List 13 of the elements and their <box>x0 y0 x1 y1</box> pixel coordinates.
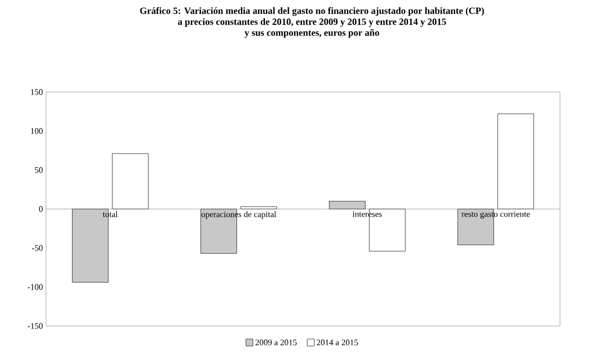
legend-label: 2014 a 2015 <box>316 340 358 346</box>
chart-title: Gráfico 5: Variación media anual del gasto no financiero ajustado por habitante (CP) a precios constantes de 2010, entre 2009 y 2015 y entre 2014 y 2015 y sus componentes, euros por año <box>140 7 484 38</box>
y-tick-label: -150 <box>28 323 43 329</box>
legend-label: 2009 a 2015 <box>256 340 297 346</box>
y-tick-label: -100 <box>28 284 43 290</box>
y-tick-label: 0 <box>39 206 43 212</box>
y-tick-label: -50 <box>32 245 43 251</box>
y-tick-label: 100 <box>31 128 43 134</box>
y-tick-label: 50 <box>34 167 43 173</box>
bar <box>329 201 366 210</box>
bar <box>498 114 534 210</box>
y-tick-label: 150 <box>31 89 43 95</box>
bar <box>112 153 148 210</box>
